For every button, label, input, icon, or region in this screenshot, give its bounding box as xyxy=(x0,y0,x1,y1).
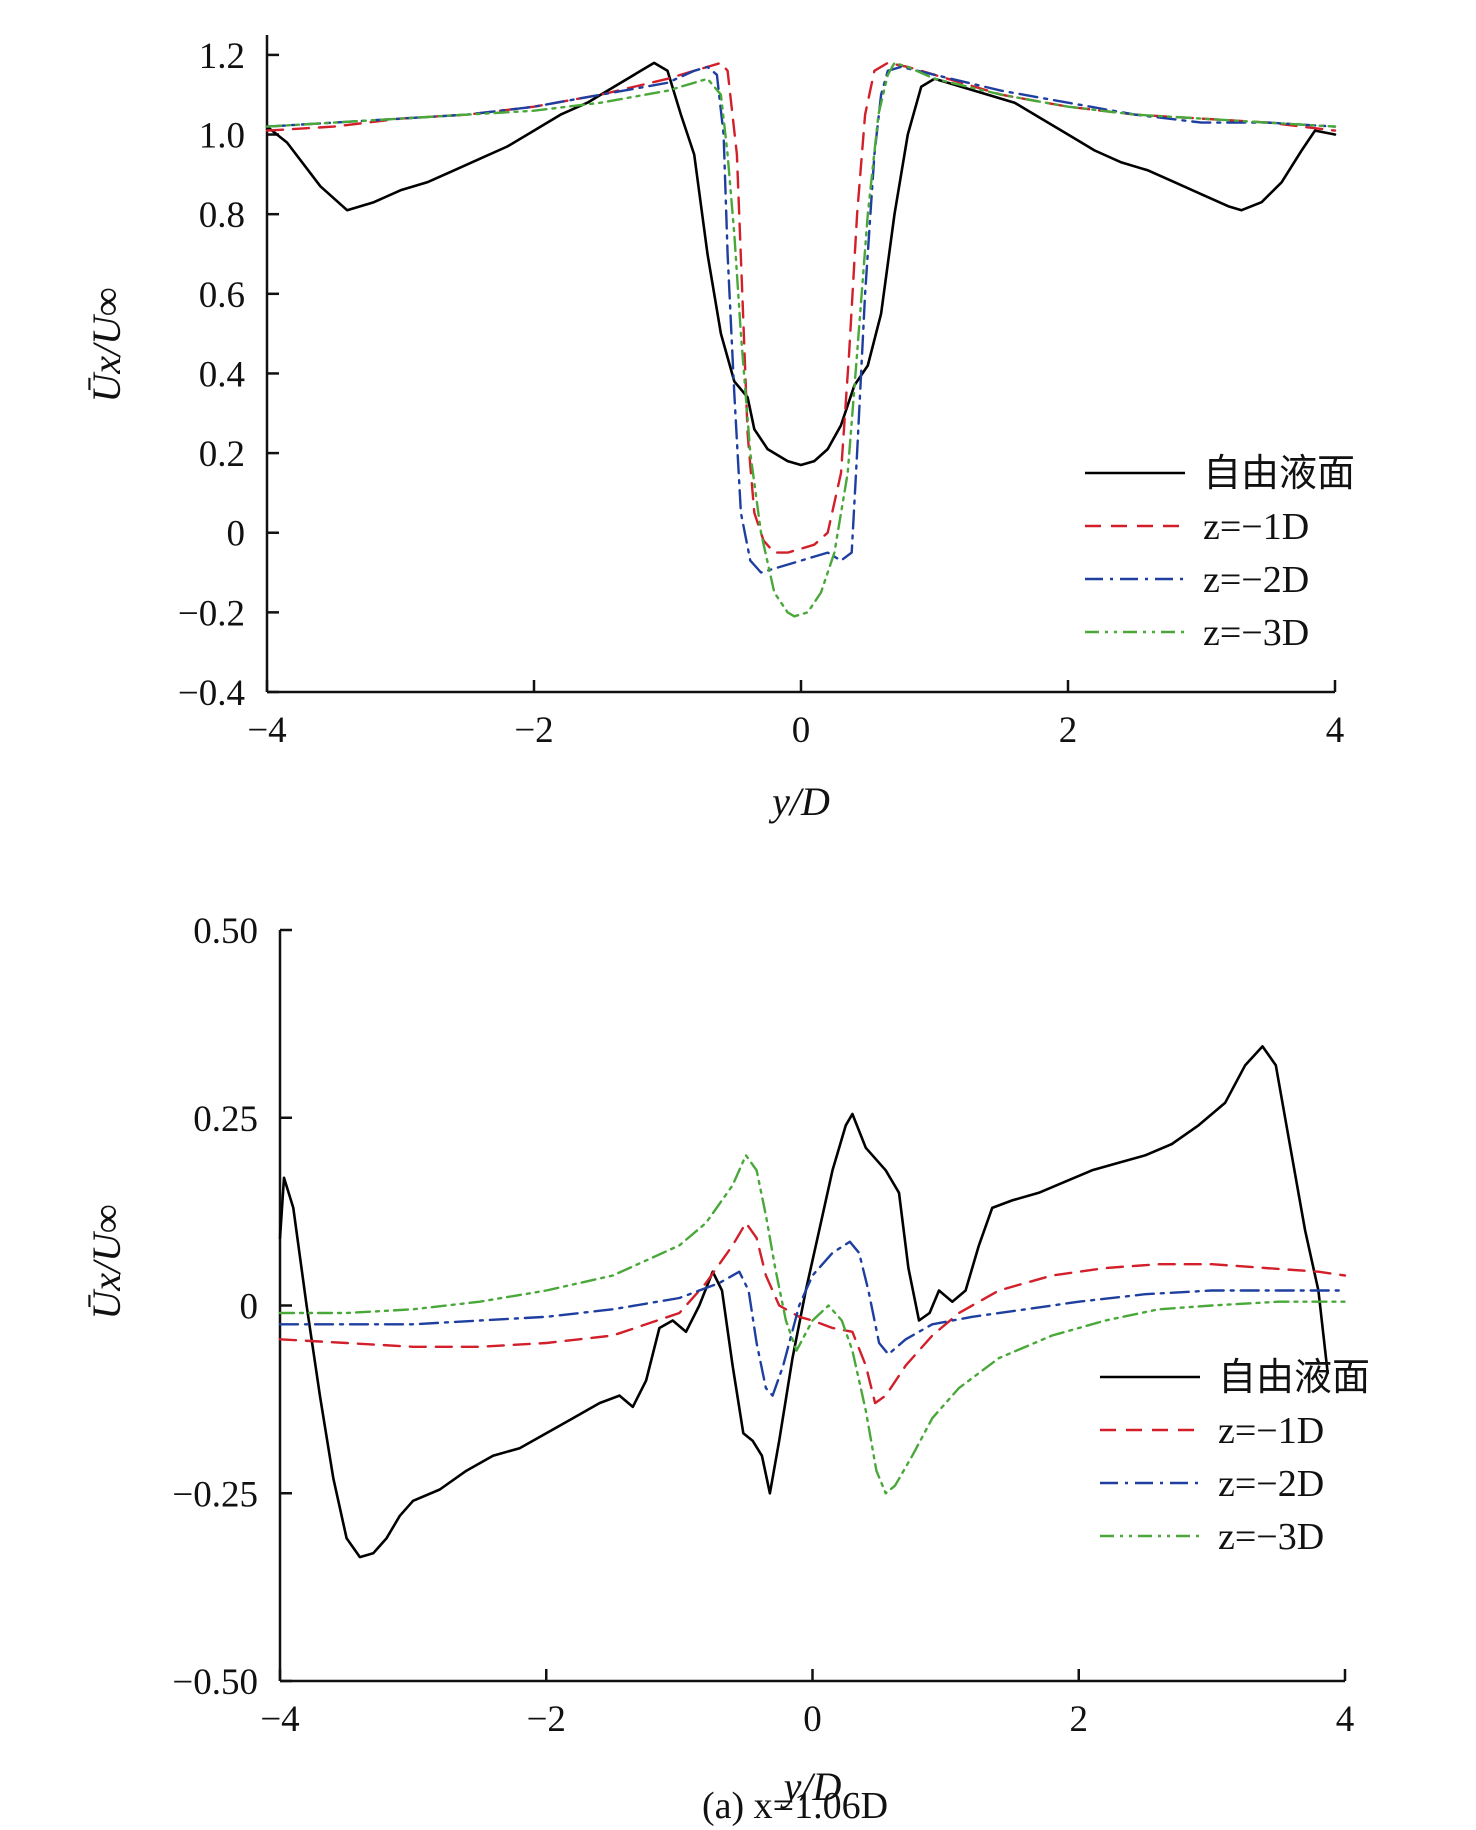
series-line-3 xyxy=(265,65,1337,574)
y-tick-label: 1.2 xyxy=(199,36,245,77)
y-tick-label: −0.2 xyxy=(178,593,245,634)
series-line-2 xyxy=(278,1221,1347,1405)
legend-label-3: z=−2D xyxy=(1218,1463,1324,1505)
x-axis-label: y/D xyxy=(780,1764,842,1809)
y-tick-label: 0.6 xyxy=(199,275,245,316)
legend-label-2: z=−1D xyxy=(1218,1410,1324,1452)
y-tick-label: 0.25 xyxy=(193,1099,258,1140)
legend-label-1: 自由液面 xyxy=(1218,1357,1370,1399)
legend-label-3: z=−2D xyxy=(1203,559,1309,601)
y-tick-label: 0.2 xyxy=(199,434,245,475)
y-tick-label: 0.8 xyxy=(199,195,245,236)
series-line-3 xyxy=(278,1240,1347,1397)
legend-label-1: 自由液面 xyxy=(1203,453,1355,495)
x-tick-label: −2 xyxy=(527,1699,566,1740)
x-tick-label: 2 xyxy=(1070,1699,1089,1740)
x-tick-label: −4 xyxy=(247,710,286,751)
x-tick-label: 4 xyxy=(1326,710,1345,751)
y-tick-label: −0.25 xyxy=(172,1474,258,1515)
legend-label-4: z=−3D xyxy=(1203,612,1309,654)
series-line-2 xyxy=(265,61,1337,554)
y-axis-label: Ūx/U∞ xyxy=(84,1204,129,1319)
y-tick-label: 0.4 xyxy=(199,354,245,395)
chart-1: 1.2 1.0 0.8 0.6 0.4 0.2 0 −0.2 −0.4−4 −2 0 2 4 y/D Ūx/… xyxy=(84,35,1355,824)
y-tick-label: −0.4 xyxy=(178,673,245,714)
series-line-1 xyxy=(278,1045,1329,1559)
x-tick-label: 0 xyxy=(792,710,811,751)
chart-2: 0.50 0.25 0 −0.25 −0.50−4 −2 0 2 4 y/D Ūx/U∞ 自由液面 z=… xyxy=(84,911,1370,1809)
y-tick-label: 0 xyxy=(240,1287,259,1328)
y-tick-label: −0.50 xyxy=(172,1662,258,1703)
x-tick-label: 0 xyxy=(803,1699,822,1740)
series-line-4 xyxy=(278,1154,1347,1495)
series-line-4 xyxy=(265,61,1337,618)
y-tick-label: 0.50 xyxy=(193,911,258,952)
x-tick-label: 2 xyxy=(1059,710,1078,751)
legend-label-4: z=−3D xyxy=(1218,1516,1324,1558)
y-tick-label: 0 xyxy=(227,514,246,555)
x-tick-label: −2 xyxy=(514,710,553,751)
x-tick-label: −4 xyxy=(260,1699,299,1740)
y-axis-label: Ūx/U∞ xyxy=(84,287,129,402)
y-tick-label: 1.0 xyxy=(199,116,245,157)
figure-caption: (a) x=1.06D xyxy=(702,1785,888,1827)
x-tick-label: 4 xyxy=(1336,1699,1355,1740)
x-axis-label: y/D xyxy=(768,779,830,824)
series-line-1 xyxy=(265,61,1337,467)
legend-label-2: z=−1D xyxy=(1203,506,1309,548)
